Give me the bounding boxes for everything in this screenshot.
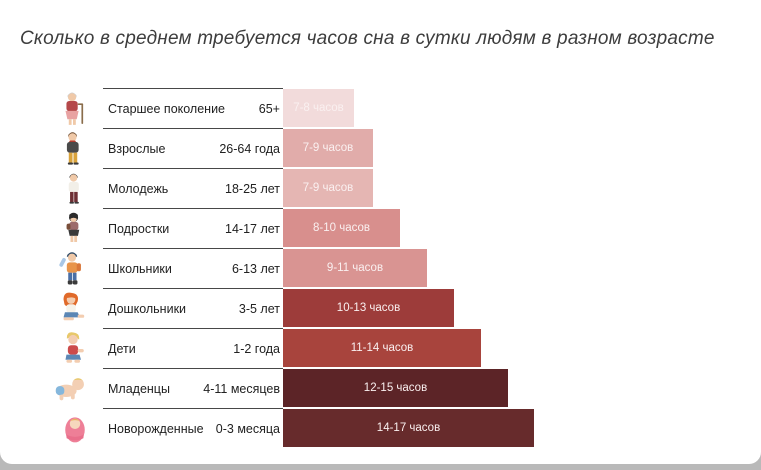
row-icon-box [0,408,103,448]
age-group-label: Дети [108,341,136,356]
table-row: Подростки 14-17 лет 8-10 часов [0,208,761,248]
age-group-label: Младенцы [108,381,170,396]
row-icon-box [0,368,103,408]
page-title: Сколько в среднем требуется часов сна в … [20,28,715,49]
table-row: Младенцы 4-11 месяцев 12-15 часов [0,368,761,408]
table-row: Новорожденные 0-3 месяца 14-17 часов [0,408,761,448]
age-group-label: Дошкольники [108,301,187,316]
table-row: Взрослые 26-64 года 7-9 часов [0,128,761,168]
row-icon-box [0,328,103,368]
row-icon-box [0,128,103,168]
sleep-hours-bar: 11-14 часов [283,329,481,367]
age-group-label: Подростки [108,221,170,236]
sleep-hours-bar: 7-8 часов [283,89,354,127]
sleep-hours-bar: 7-9 часов [283,129,373,167]
sleep-hours-bar: 12-15 часов [283,369,508,407]
age-range-label: 18-25 лет [225,181,280,196]
row-icon-box [0,288,103,328]
crawling-baby-icon [55,378,84,401]
newborn-swaddled-icon [65,417,85,443]
age-range-label: 6-13 лет [231,261,280,276]
preschool-girl-icon [63,292,85,321]
row-info: Взрослые 26-64 года [103,128,283,168]
row-icon-box [0,248,103,288]
row-info: Дошкольники 3-5 лет [103,288,283,328]
age-range-label: 26-64 года [219,141,280,156]
row-info: Младенцы 4-11 месяцев [103,368,283,408]
sleep-hours-bar: 10-13 часов [283,289,454,327]
toddler-icon [65,332,84,363]
row: Дошкольники 3-5 лет 10-13 часов [0,288,761,328]
sleep-hours-chart: Старшее поколение 65+ 7-8 часов В [0,88,761,448]
row-info: Школьники 6-13 лет [103,248,283,288]
age-range-label: 3-5 лет [238,301,280,316]
elderly-woman-icon [65,92,84,125]
adult-man-icon [66,132,79,165]
table-row: Школьники 6-13 лет 9-11 часов [0,248,761,288]
table-row: Молодежь 18-25 лет 7-9 часов [0,168,761,208]
age-group-label: Взрослые [108,141,166,156]
row-icon-box [0,168,103,208]
sleep-hours-bar: 9-11 часов [283,249,427,287]
age-group-label: Старшее поколение [108,101,226,116]
age-group-label: Школьники [108,261,172,276]
age-range-label: 65+ [258,101,280,116]
sleep-hours-bar: 14-17 часов [283,409,534,447]
age-group-label: Новорожденные [108,421,204,436]
row-icon-box [0,208,103,248]
age-group-label: Молодежь [108,181,169,196]
age-range-label: 14-17 лет [225,221,280,236]
sleep-hours-bar: 7-9 часов [283,169,373,207]
table-row: Дети 1-2 года 11-14 часов [0,328,761,368]
row-icon-box [0,88,103,128]
row-info: Старшее поколение 65+ [103,88,283,128]
age-range-label: 0-3 месяца [215,421,280,436]
young-man-icon [68,173,79,204]
teen-girl-icon [66,212,80,242]
table-row: Старшее поколение 65+ 7-8 часов [0,88,761,128]
row-info: Молодежь 18-25 лет [103,168,283,208]
age-range-label: 4-11 месяцев [203,381,280,396]
row-info: Новорожденные 0-3 месяца [103,408,283,448]
age-range-label: 1-2 года [233,341,280,356]
row-info: Дети 1-2 года [103,328,283,368]
sleep-hours-bar: 8-10 часов [283,209,400,247]
schoolboy-icon [59,252,81,285]
row-info: Подростки 14-17 лет [103,208,283,248]
